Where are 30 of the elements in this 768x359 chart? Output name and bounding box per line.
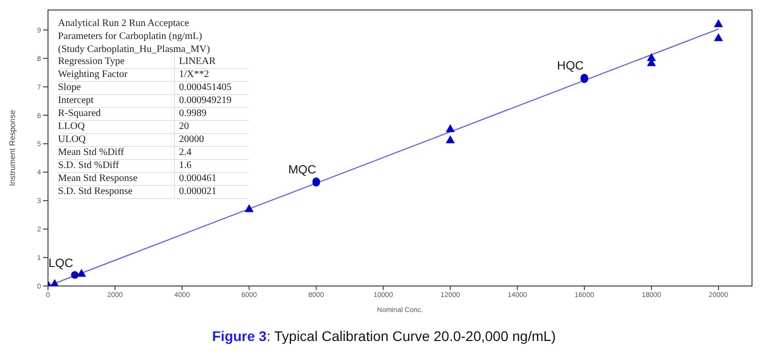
annotation: ULOQ bbox=[58, 134, 87, 146]
annotation: S.D. Std %Diff bbox=[58, 160, 120, 172]
annotation: Analytical Run 2 Run Acceptace bbox=[58, 17, 190, 30]
y-axis-title: Instrument Response bbox=[8, 109, 17, 186]
annotation: Mean Std %Diff bbox=[58, 146, 125, 160]
annotation: Parameters for Carboplatin (ng/mL) bbox=[58, 30, 204, 43]
annotation: Intercept bbox=[58, 94, 95, 108]
annotation: 2.4 bbox=[174, 146, 249, 160]
annotation: S.D. Std Response bbox=[58, 186, 134, 198]
annotation: 0.000021 bbox=[174, 186, 249, 198]
annotation: HQC bbox=[557, 58, 584, 73]
annotation: MQC bbox=[288, 162, 317, 176]
annotation: Slope bbox=[58, 82, 82, 94]
annotation: 0.000949219 bbox=[174, 94, 249, 108]
annotation: 1/X**2 bbox=[174, 68, 249, 82]
annotation: LINEAR bbox=[174, 56, 249, 68]
annotation: 20 bbox=[174, 120, 249, 134]
annotation: 0.000461 bbox=[174, 172, 249, 186]
annotation: 0.9989 bbox=[174, 108, 249, 120]
annotation: 20000 bbox=[174, 134, 249, 146]
annotation: LLOQ bbox=[58, 120, 86, 134]
annotation: LQC bbox=[48, 256, 74, 270]
annotation: R-Squared bbox=[58, 108, 102, 120]
annotation: Mean Std Response bbox=[58, 172, 138, 186]
annotation: Weighting Factor bbox=[58, 68, 128, 82]
annotation: (Study Carboplatin_Hu_Plasma_MV) bbox=[58, 43, 211, 56]
caption: Figure 3: Typical Calibration Curve 20.0-20,000 ng/mL) bbox=[211, 328, 557, 344]
annotation: Regression Type bbox=[58, 56, 126, 68]
annotation: 0.000451405 bbox=[174, 82, 249, 94]
annotation: 1.6 bbox=[174, 160, 249, 172]
